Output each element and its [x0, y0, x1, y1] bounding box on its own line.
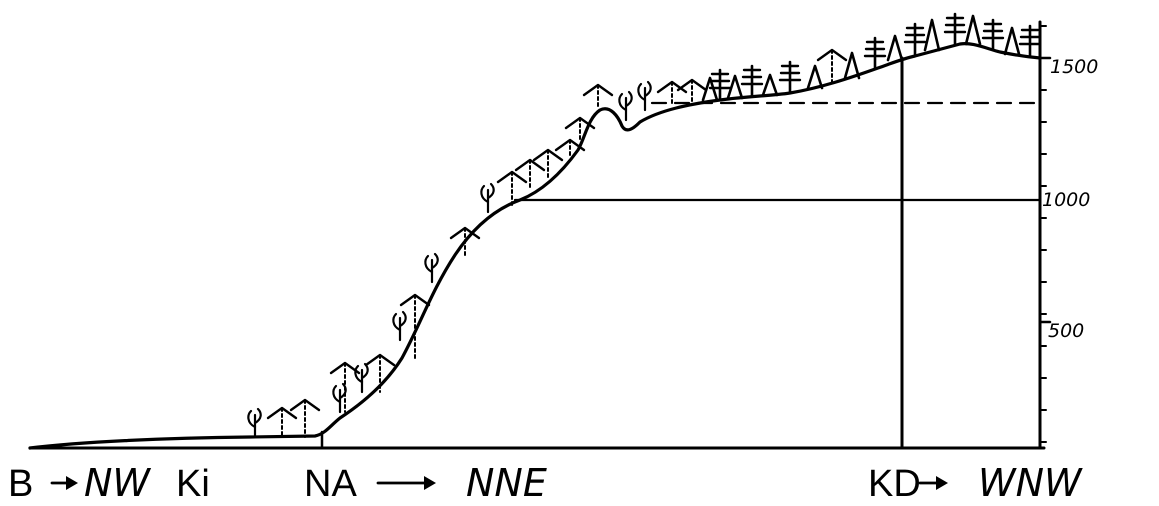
coniferous-tree-icon: [843, 51, 861, 80]
label-kd: KD: [868, 463, 921, 505]
coniferous-tree-icon: [740, 64, 764, 98]
broadleaf-tree-icon: [266, 406, 298, 438]
broadleaf-tree-icon: [289, 398, 321, 438]
deciduous-tree-icon: [480, 182, 495, 214]
deciduous-tree-icon: [618, 90, 633, 122]
coniferous-tree-icon: [903, 22, 927, 56]
label-wnw: WNW: [978, 461, 1083, 505]
coniferous-tree-icon: [886, 34, 904, 62]
minor-ticks: [1039, 25, 1047, 443]
coniferous-tree-icon: [923, 18, 941, 52]
broadleaf-tree-icon: [564, 116, 596, 141]
broadleaf-tree-icon: [816, 48, 848, 83]
arrow-right-icon: [50, 476, 78, 490]
deciduous-tree-icon: [392, 310, 407, 342]
tick-label-1000: 1000: [1042, 189, 1090, 211]
tick-1500: 1500: [1038, 56, 1098, 78]
coniferous-tree-icon: [1018, 24, 1042, 58]
label-nne: NNE: [466, 461, 547, 505]
broadleaf-tree-icon: [496, 170, 528, 206]
broadleaf-tree-icon: [329, 361, 361, 413]
deciduous-tree-icon: [424, 252, 439, 284]
coniferous-tree-icon: [1003, 26, 1021, 56]
coniferous-tree-icon: [806, 64, 824, 90]
tick-label-500: 500: [1048, 320, 1084, 342]
tick-500: 500: [1038, 320, 1084, 342]
coniferous-tree-icon: [761, 73, 779, 97]
deciduous-tree-icon: [247, 407, 262, 439]
label-ki: Ki: [176, 463, 210, 505]
coniferous-tree-icon: [981, 18, 1005, 52]
coniferous-tree-icon: [726, 74, 744, 100]
label-na: NA: [304, 463, 357, 505]
broadleaf-tree-icon: [364, 353, 396, 393]
arrow-right-icon: [918, 476, 948, 490]
vegetation: [247, 12, 1042, 439]
tick-label-1500: 1500: [1050, 56, 1098, 78]
deciduous-tree-icon: [637, 80, 652, 112]
broadleaf-tree-icon: [554, 138, 586, 159]
label-b: B: [8, 463, 33, 505]
terrain-profile: [28, 42, 1042, 450]
broadleaf-tree-icon: [449, 226, 481, 256]
broadleaf-tree-icon: [676, 78, 708, 104]
coniferous-tree-icon: [701, 76, 719, 102]
coniferous-tree-icon: [943, 12, 967, 46]
broadleaf-tree-icon: [532, 148, 564, 179]
broadleaf-tree-icon: [582, 83, 614, 109]
tick-1000: 1000: [1042, 189, 1090, 211]
arrow-right-icon: [376, 476, 436, 490]
broadleaf-tree-icon: [399, 293, 431, 361]
broadleaf-tree-icon: [514, 158, 546, 189]
coniferous-tree-icon: [863, 36, 887, 70]
coniferous-tree-icon: [708, 68, 732, 102]
elevation-axis: 1500 1000 500: [1038, 20, 1098, 450]
deciduous-tree-icon: [332, 382, 347, 414]
label-nw: NW: [84, 461, 151, 505]
deciduous-tree-icon: [354, 362, 369, 394]
coniferous-tree-icon: [778, 60, 802, 94]
coniferous-tree-icon: [964, 14, 982, 46]
